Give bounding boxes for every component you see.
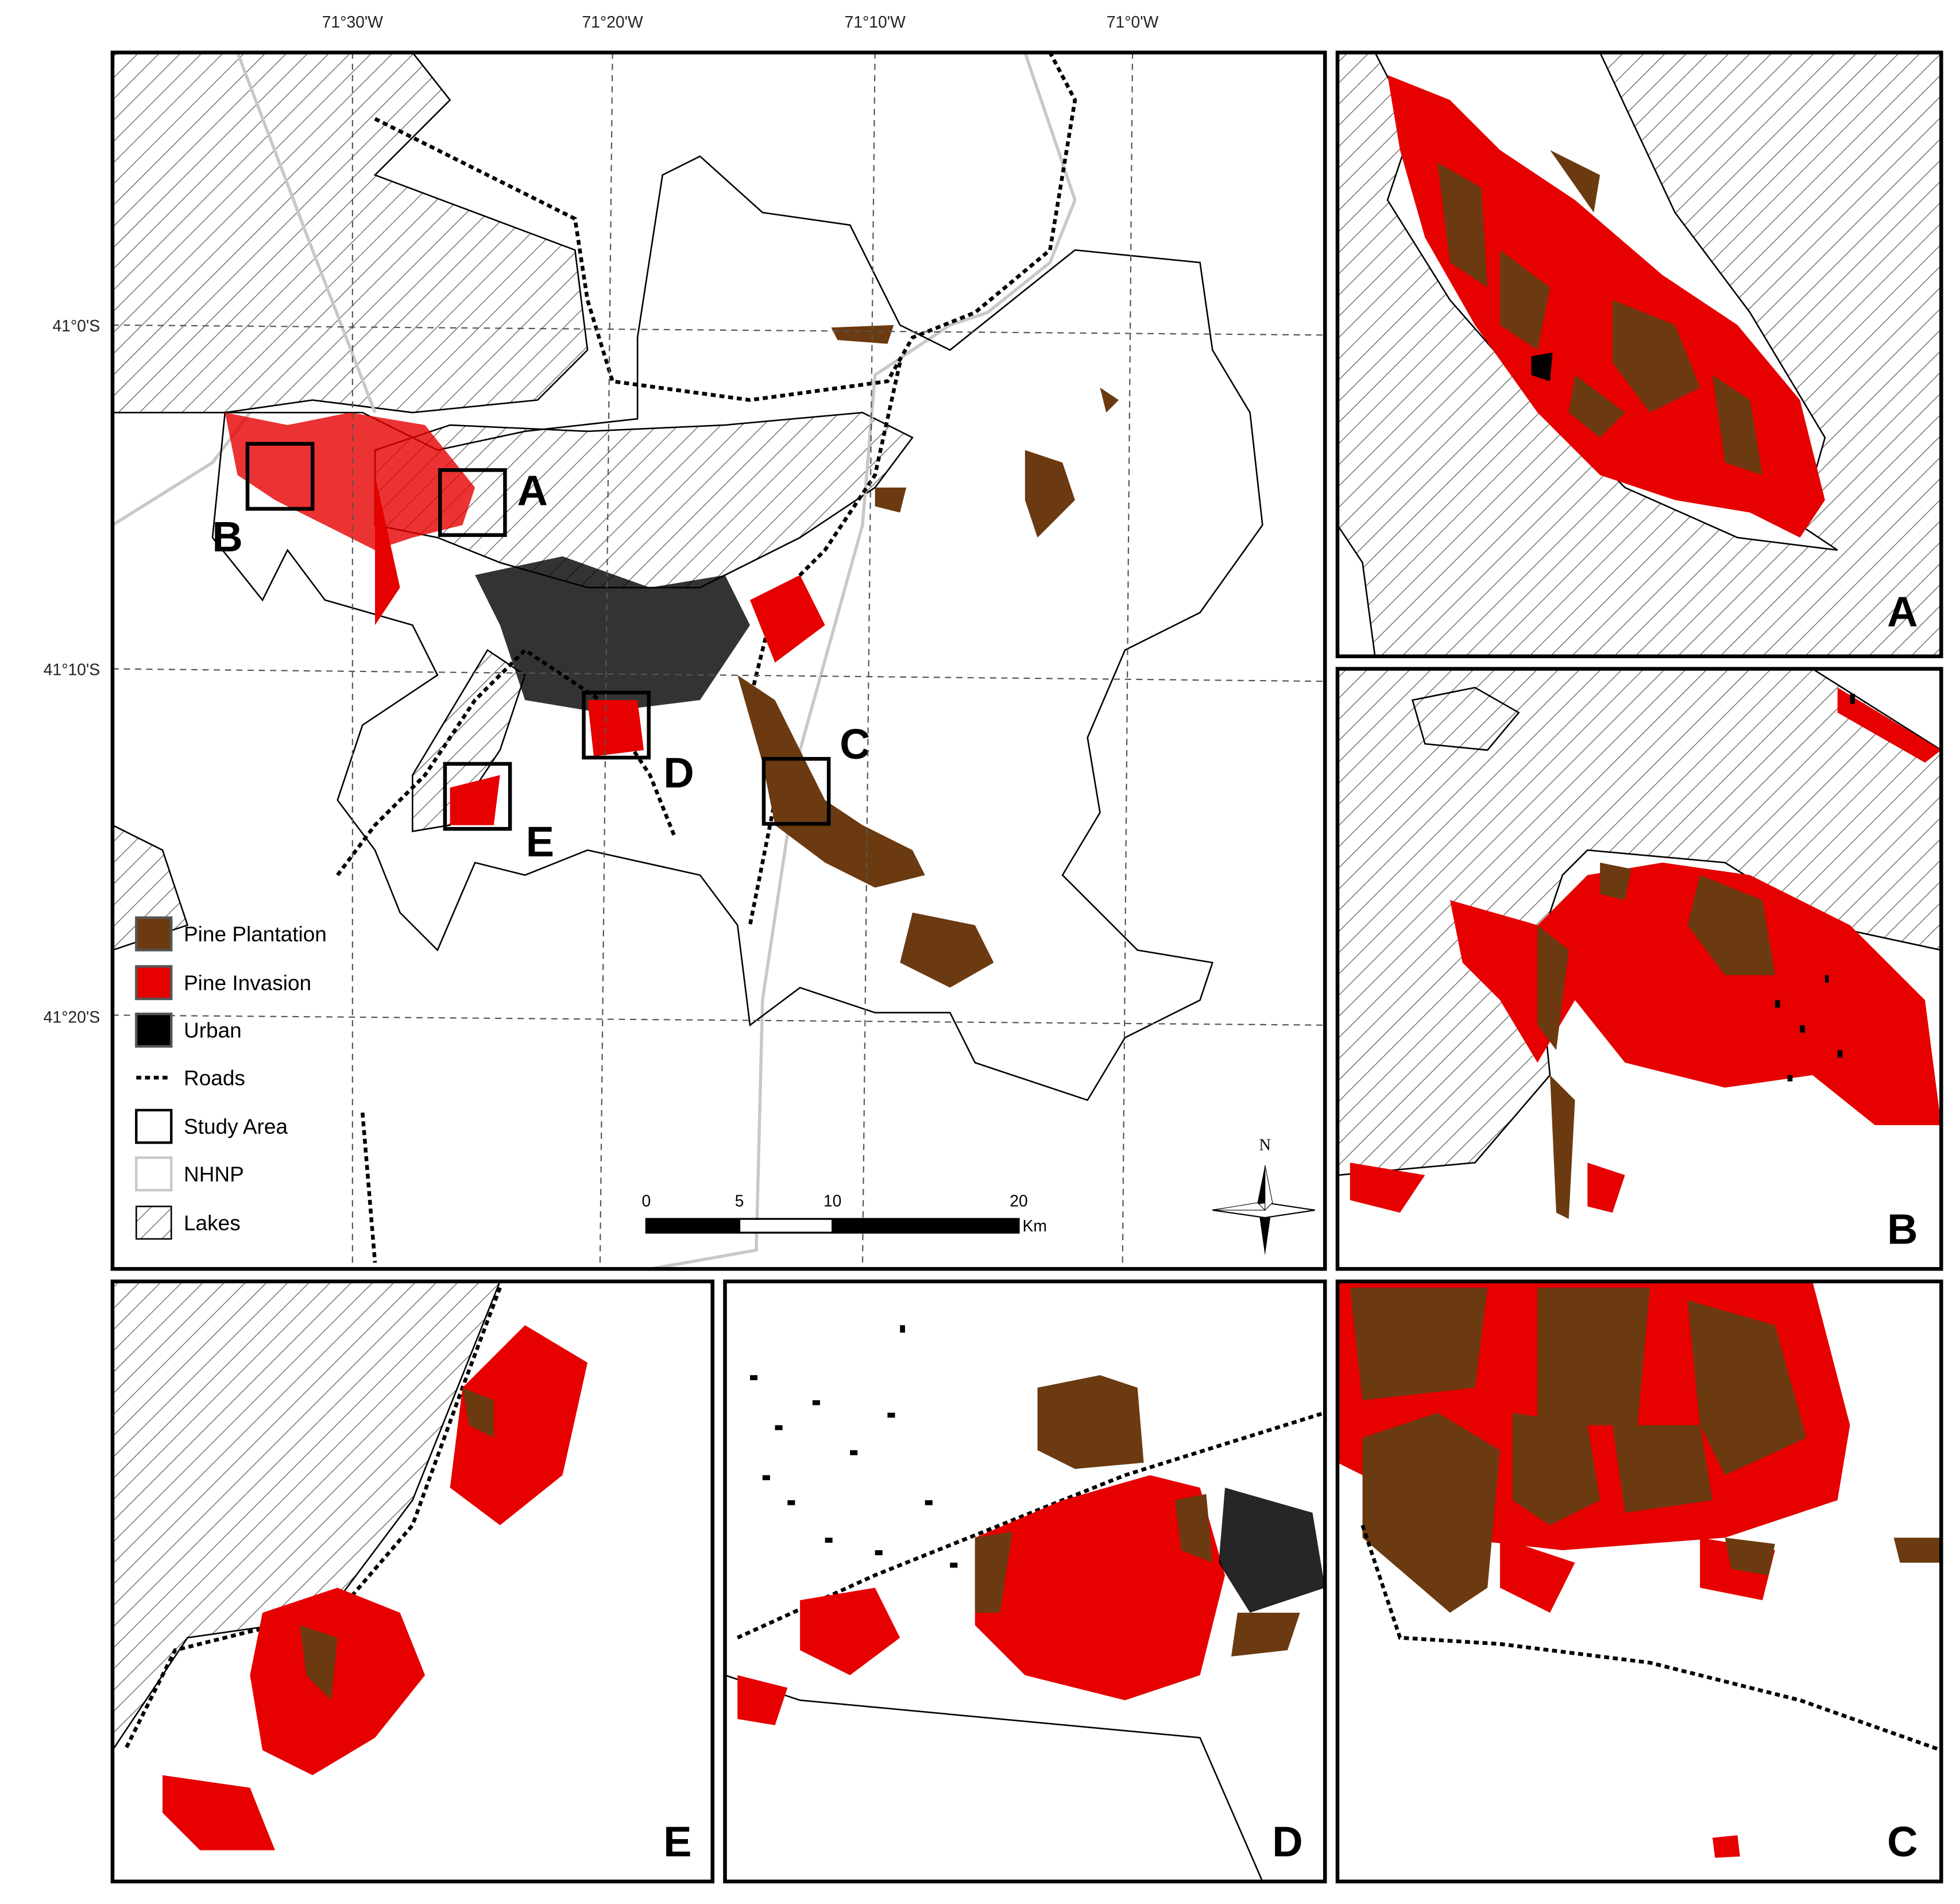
- road: [1360, 1524, 1942, 1752]
- inset-box: [443, 762, 512, 831]
- pine-invasion: [162, 1325, 588, 1851]
- inset-c: C: [1337, 1281, 1942, 1882]
- inset-b: B: [1337, 669, 1942, 1269]
- lake: [374, 411, 914, 589]
- inset-label: D: [1272, 1818, 1302, 1866]
- legend-label: Pine Invasion: [184, 971, 311, 995]
- graticule: [112, 52, 1325, 1269]
- lake: [412, 648, 526, 832]
- map-label: A: [517, 466, 548, 514]
- legend-label: NHNP: [184, 1163, 244, 1186]
- pine-plantation: [1537, 862, 1775, 1219]
- inset-frame: [110, 1279, 714, 1884]
- map-label: B: [212, 513, 242, 561]
- pine-invasion: [225, 412, 475, 550]
- map-label: E: [526, 818, 554, 866]
- pine-plantation: [975, 1375, 1300, 1657]
- scale-segment: [738, 1218, 834, 1234]
- longitude-label: 71°30'W: [322, 13, 384, 31]
- inset-a: A: [1337, 52, 1942, 656]
- legend: Pine Plantation Pine Invasion Urban Road…: [135, 916, 327, 1240]
- lake: [1411, 686, 1520, 751]
- scale-bar: 0 5 10 20 Km: [641, 1191, 1046, 1235]
- scale-tick-label: 5: [735, 1191, 744, 1210]
- latitude-label: 41°20'S: [44, 1007, 100, 1026]
- longitude-label: 71°10'W: [844, 13, 906, 31]
- study-area: [211, 155, 1263, 1102]
- map-label: D: [663, 749, 694, 797]
- inset-box: [582, 690, 651, 760]
- urban: [1219, 1488, 1325, 1613]
- longitude-label: 71°0'W: [1107, 13, 1159, 31]
- legend-label: Pine Plantation: [184, 922, 327, 946]
- map-label: C: [840, 720, 870, 768]
- scale-segment: [645, 1218, 741, 1234]
- inset-box: [245, 442, 315, 511]
- legend-label: Roads: [184, 1066, 245, 1090]
- scale-tick-label: 0: [641, 1191, 651, 1210]
- pine-invasion: [375, 475, 825, 825]
- inset-e: E: [112, 1281, 713, 1882]
- north-label: N: [1259, 1136, 1271, 1154]
- main-map: A B C D E Pine Plantation Pine Invasion …: [112, 52, 1325, 1269]
- pine-plantation: [737, 325, 1119, 988]
- graticule-labels: 71°30'W 71°20'W 71°10'W 71°0'W 41°0'S 41…: [44, 13, 1159, 1026]
- longitude-label: 71°20'W: [582, 13, 643, 31]
- inset-label: A: [1887, 588, 1918, 635]
- inset-box: [761, 756, 831, 826]
- legend-label: Study Area: [184, 1115, 288, 1138]
- inset-label: B: [1887, 1206, 1918, 1253]
- urban: [1531, 352, 1553, 381]
- inset-box: [438, 468, 507, 537]
- scale-segment: [832, 1218, 1020, 1234]
- road: [374, 52, 1077, 402]
- pine-plantation: [300, 1388, 494, 1701]
- scale-tick-label: 10: [824, 1191, 841, 1210]
- scale-tick-label: 20: [1010, 1191, 1027, 1210]
- legend-label: Lakes: [184, 1211, 241, 1235]
- inset-frame: [1335, 667, 1943, 1271]
- lake: [1337, 669, 1942, 1176]
- inset-d: D: [725, 1281, 1325, 1882]
- latitude-label: 41°10'S: [44, 660, 100, 678]
- main-frame: [110, 51, 1327, 1271]
- inset-frame: [1335, 1279, 1943, 1884]
- pine-invasion: [1712, 1835, 1740, 1858]
- park-boundary: [650, 52, 1077, 1269]
- latitude-label: 41°0'S: [52, 316, 100, 335]
- pine-invasion: [1350, 688, 1942, 1213]
- pine-plantation: [1350, 1287, 1942, 1613]
- road: [336, 647, 677, 876]
- inset-label: C: [1887, 1818, 1918, 1866]
- north-arrow: N: [1212, 1136, 1315, 1256]
- inset-label: E: [663, 1818, 691, 1866]
- pine-plantation: [1437, 150, 1763, 476]
- inset-frame: [723, 1279, 1327, 1884]
- road: [360, 1112, 377, 1263]
- scale-unit: Km: [1023, 1216, 1047, 1235]
- pine-invasion: [1387, 75, 1825, 538]
- legend-label: Urban: [184, 1019, 242, 1042]
- inset-frame: [1335, 51, 1943, 658]
